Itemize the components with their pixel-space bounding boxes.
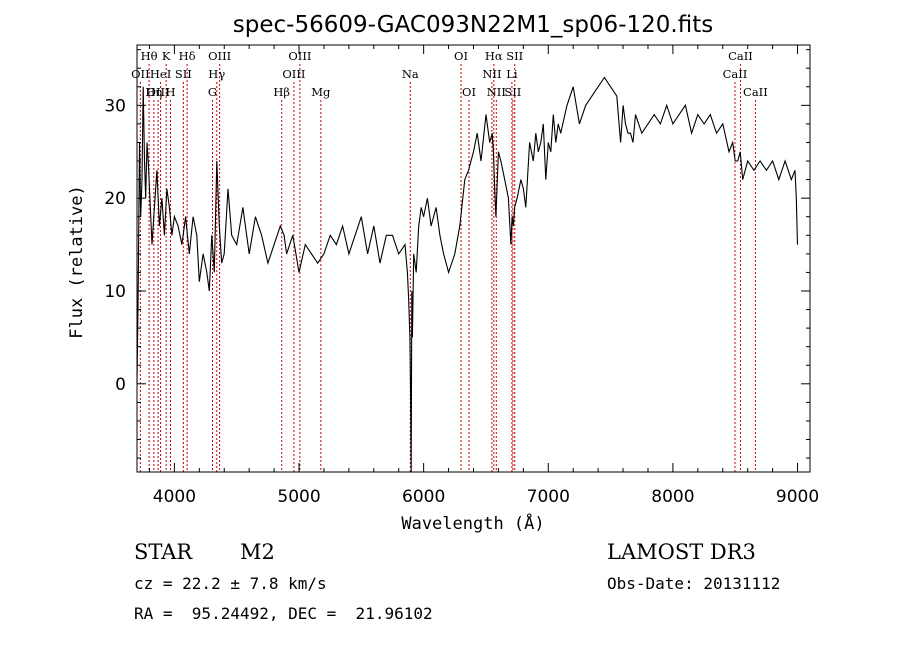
line-marker-label: NII xyxy=(482,67,501,81)
line-marker-label: Hγ xyxy=(208,67,225,81)
line-marker-label: K xyxy=(162,49,171,63)
plot-frame xyxy=(136,44,811,473)
line-marker-label: OIII xyxy=(147,85,170,99)
axis-ticks: 4000 5000 6000 7000 8000 9000 0 10 20 30 xyxy=(104,45,819,507)
y-tick-label: 10 xyxy=(104,282,126,302)
coordinates-text: RA = 95.24492, DEC = 21.96102 xyxy=(134,604,433,623)
x-tick-label: 6000 xyxy=(402,487,445,507)
redshift-text: cz = 22.2 ± 7.8 km/s xyxy=(134,574,327,593)
x-axis-label: Wavelength (Å) xyxy=(401,512,544,534)
line-marker-label: Li xyxy=(506,67,518,81)
object-subclass: M2 xyxy=(240,540,275,564)
x-tick-label: 4000 xyxy=(153,487,196,507)
line-marker-label: OI xyxy=(454,49,468,63)
line-marker-label: OIII xyxy=(282,67,305,81)
obs-date-text: Obs-Date: 20131112 xyxy=(607,574,781,593)
line-marker-label: Hθ xyxy=(141,49,158,63)
line-marker-label: CaII xyxy=(743,85,768,99)
line-marker-label: NII xyxy=(487,85,506,99)
line-marker-label: Hα xyxy=(485,49,503,63)
y-tick-label: 20 xyxy=(104,189,126,209)
y-axis-label: Flux (relative) xyxy=(67,185,87,339)
line-marker-label: CaII xyxy=(728,49,753,63)
line-marker-label: Hη xyxy=(145,85,162,99)
line-marker-label: CaII xyxy=(723,67,748,81)
y-tick-label: 0 xyxy=(115,375,126,395)
y-tick-label: 30 xyxy=(104,96,126,116)
line-marker-label: G xyxy=(208,85,217,99)
line-marker-label: OIII xyxy=(208,49,231,63)
x-tick-label: 7000 xyxy=(527,487,570,507)
line-marker-label: OII xyxy=(131,67,150,81)
x-tick-label: 9000 xyxy=(776,487,819,507)
chart-title: spec-56609-GAC093N22M1_sp06-120.fits xyxy=(233,12,713,38)
line-marker-label: SII xyxy=(504,85,521,99)
line-marker-label: SII xyxy=(175,67,192,81)
line-marker-label: Na xyxy=(402,67,419,81)
line-marker-label: OI xyxy=(462,85,476,99)
line-marker-label: HeI xyxy=(150,67,171,81)
line-marker-label: OIII xyxy=(288,49,311,63)
line-marker-label: Hδ xyxy=(179,49,196,63)
x-tick-label: 8000 xyxy=(651,487,694,507)
object-class: STAR xyxy=(134,540,193,564)
survey-name: LAMOST DR3 xyxy=(607,540,756,564)
emission-line-markers: Hθ OII OIII K HeI Hη SII H Hδ OIII Hγ G OIII OIII Hβ Mg… xyxy=(131,49,768,472)
x-tick-label: 5000 xyxy=(277,487,320,507)
line-marker-label: Mg xyxy=(311,85,331,99)
line-marker-label: SII xyxy=(506,49,523,63)
spectrum-line xyxy=(136,76,799,473)
line-marker-label: H xyxy=(166,85,176,99)
line-marker-label: Hβ xyxy=(273,85,290,99)
